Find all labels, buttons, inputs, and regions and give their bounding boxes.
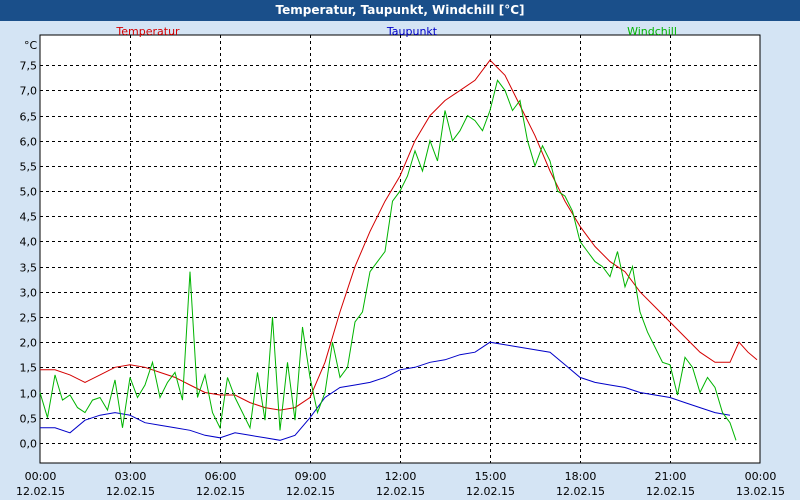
y-tick-label: 3,5 [20,262,38,275]
y-tick-label: 7,0 [20,85,38,98]
series-line-taupunkt [40,341,731,441]
y-axis-label: °C [24,39,38,52]
legend-entry-windchill: Windchill [627,25,677,38]
y-tick-label: 2,0 [20,337,38,350]
x-tick-time: 06:00 [205,470,237,483]
y-tick-label: 6,0 [20,136,38,149]
y-tick-label: 1,5 [20,362,38,375]
x-tick-time: 00:00 [25,470,57,483]
y-tick-label: 1,0 [20,388,38,401]
legend-entry-temperatur: Temperatur [115,25,180,38]
x-tick-date: 13.02.15 [736,485,785,498]
x-tick-date: 12.02.15 [196,485,245,498]
legend-entry-taupunkt: Taupunkt [386,25,438,38]
series-line-windchill [39,79,737,441]
x-tick-time: 15:00 [475,470,507,483]
y-tick-label: 2,5 [20,312,38,325]
x-tick-date: 12.02.15 [16,485,65,498]
x-tick-date: 12.02.15 [466,485,515,498]
x-tick-time: 18:00 [565,470,597,483]
x-tick-time: 03:00 [115,470,147,483]
y-tick-label: 5,5 [20,161,38,174]
x-tick-time: 12:00 [385,470,417,483]
series-line-temperatur [40,59,758,411]
y-tick-label: 0,0 [20,438,38,451]
x-tick-date: 12.02.15 [376,485,425,498]
y-tick-label: 0,5 [20,413,38,426]
y-tick-label: 7,5 [20,60,38,73]
x-tick-time: 09:00 [295,470,327,483]
y-tick-label: 3,0 [20,287,38,300]
y-tick-label: 4,5 [20,211,38,224]
x-tick-date: 12.02.15 [106,485,155,498]
y-tick-label: 5,0 [20,186,38,199]
chart-title: Temperatur, Taupunkt, Windchill [°C] [0,0,800,21]
y-tick-label: 4,0 [20,236,38,249]
x-tick-time: 21:00 [655,470,687,483]
y-tick-label: 6,5 [20,111,38,124]
x-tick-date: 12.02.15 [646,485,695,498]
x-tick-date: 12.02.15 [556,485,605,498]
plot-area [39,34,761,464]
x-tick-date: 12.02.15 [286,485,335,498]
x-tick-time: 00:00 [745,470,777,483]
